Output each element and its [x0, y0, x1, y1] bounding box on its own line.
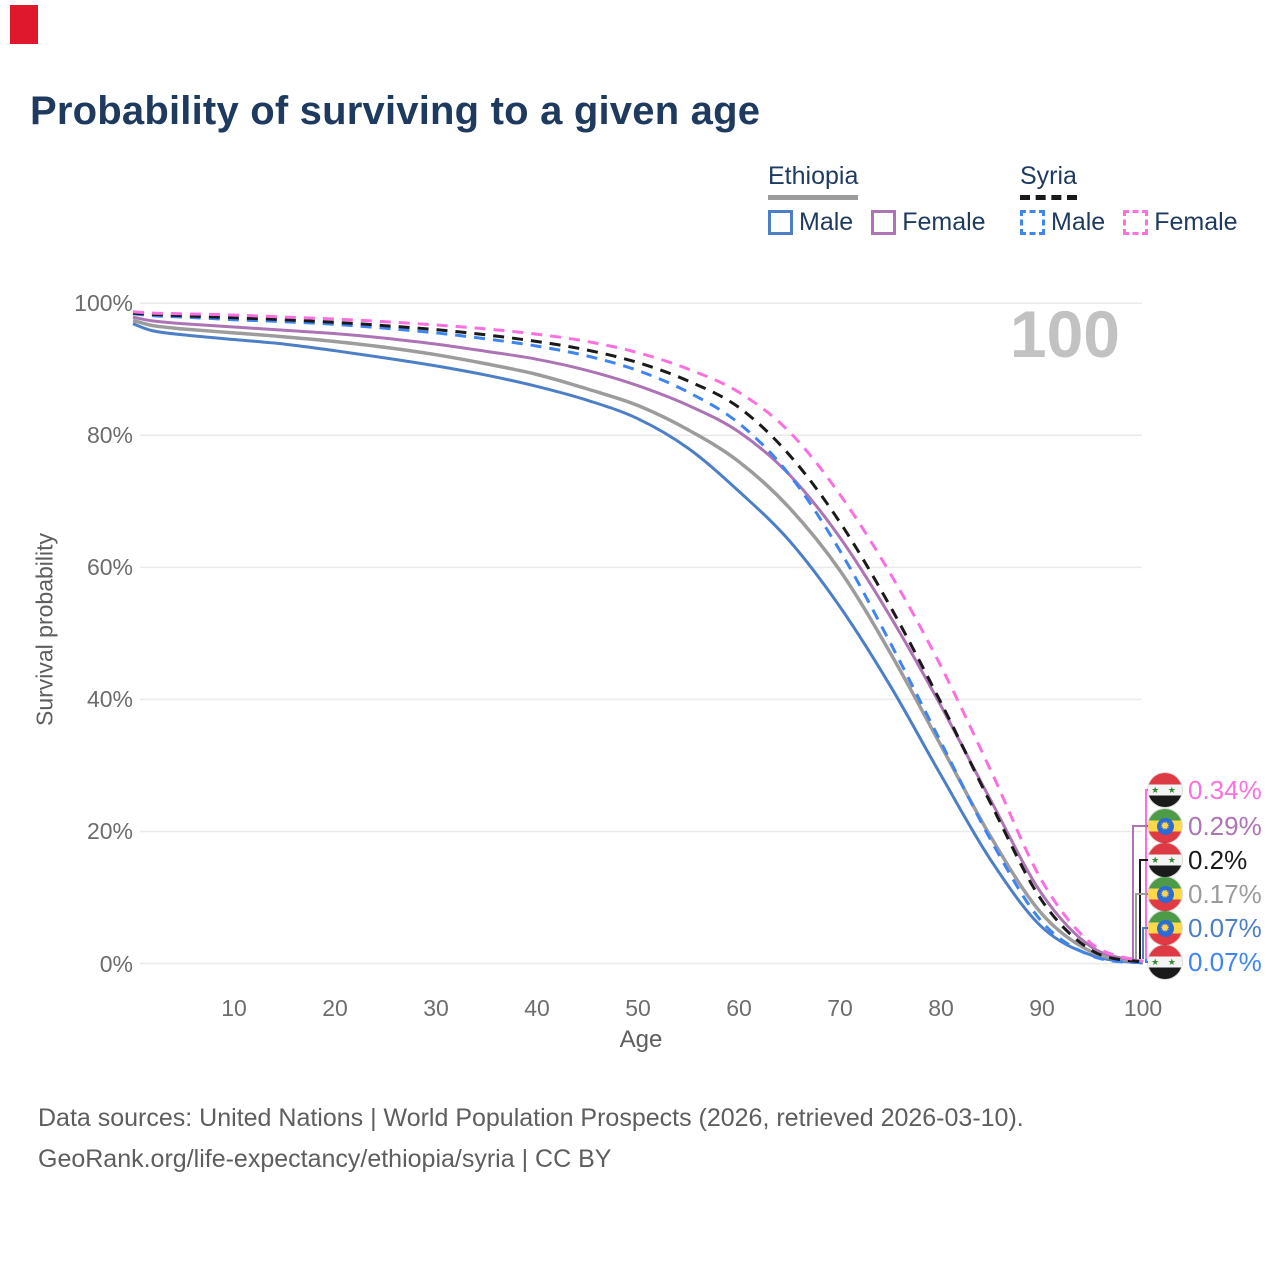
legend-item-syria-male[interactable]: Male [1020, 208, 1105, 237]
series-line-syria-male [132, 312, 1144, 965]
x-tick-label-60: 60 [726, 995, 752, 1021]
flag-icon-syria: ★ ★ [1148, 773, 1182, 807]
flag-icon-ethiopia: ✹ [1148, 809, 1182, 843]
series-line-ethiopia-male [132, 322, 1144, 965]
legend-country-label-syria[interactable]: Syria [1020, 162, 1077, 200]
x-axis-title: Age [619, 1026, 663, 1053]
end-label-value-2: 0.2% [1188, 845, 1248, 875]
legend-item-label: Male [1051, 208, 1106, 236]
legend-item-label: Male [799, 208, 854, 236]
series-line-ethiopia-both-sexes [132, 318, 1144, 965]
y-tick-label-40: 40% [86, 686, 133, 713]
license-line: GeoRank.org/life-expectancy/ethiopia/syr… [38, 1145, 612, 1173]
x-tick-label-30: 30 [423, 995, 449, 1021]
y-axis-title: Survival probability [31, 532, 58, 727]
legend-items: Male Female [768, 208, 986, 237]
ethiopia-star-emblem: ✹ [1156, 817, 1174, 835]
legend-items: Male Female [1020, 208, 1238, 237]
syria-stars: ★ ★ [1151, 855, 1179, 865]
x-tick-label-20: 20 [322, 995, 348, 1021]
legend-group-syria: Syria Male Female [1020, 162, 1238, 236]
x-tick-label-70: 70 [827, 995, 853, 1021]
end-label-value-4: 0.07% [1188, 913, 1262, 943]
ethiopia-star-emblem: ✹ [1156, 919, 1174, 937]
end-label-value-1: 0.29% [1188, 811, 1262, 841]
source-attribution: Data sources: United Nations | World Pop… [38, 1098, 1024, 1180]
y-tick-label-80: 80% [86, 422, 133, 449]
series-line-ethiopia-female [132, 315, 1144, 964]
age-counter-watermark: 100 [1009, 297, 1120, 371]
end-label-connector-3 [1135, 893, 1152, 959]
legend-item-ethiopia-male[interactable]: Male [768, 208, 853, 237]
legend-item-syria-female[interactable]: Female [1123, 208, 1238, 237]
y-tick-label-60: 60% [86, 554, 133, 581]
page-title: Probability of surviving to a given age [30, 89, 761, 133]
syria-stars: ★ ★ [1151, 785, 1179, 795]
x-tick-label-10: 10 [221, 995, 247, 1021]
flag-icon-syria: ★ ★ [1148, 843, 1182, 877]
y-tick-label-20: 20% [86, 818, 133, 845]
end-label-connector-1 [1132, 825, 1152, 959]
x-tick-label-40: 40 [524, 995, 550, 1021]
data-source-line: Data sources: United Nations | World Pop… [38, 1104, 1024, 1132]
legend-swatch [871, 210, 897, 235]
flag-icon-syria: ★ ★ [1148, 945, 1182, 979]
x-tick-label-100: 100 [1123, 995, 1163, 1021]
x-tick-label-50: 50 [625, 995, 651, 1021]
end-label-value-3: 0.17% [1188, 879, 1262, 909]
y-tick-label-0: 0% [99, 950, 133, 977]
x-tick-label-90: 90 [1029, 995, 1055, 1021]
series-line-syria-both-sexes [132, 311, 1144, 964]
legend-item-label: Female [1154, 208, 1238, 236]
end-label-value-5: 0.07% [1188, 947, 1262, 977]
syria-stars: ★ ★ [1151, 957, 1179, 967]
ethiopia-star-emblem: ✹ [1156, 885, 1174, 903]
flag-icon-ethiopia: ✹ [1148, 877, 1182, 911]
end-label-value-0: 0.34% [1188, 775, 1262, 805]
legend-country-label-ethiopia[interactable]: Ethiopia [768, 162, 859, 200]
legend-swatch [768, 210, 793, 235]
recording-indicator [10, 5, 38, 44]
legend-item-label: Female [902, 208, 986, 236]
y-tick-label-100: 100% [74, 290, 133, 317]
legend-item-ethiopia-female[interactable]: Female [871, 208, 986, 237]
legend-swatch [1020, 210, 1045, 235]
flag-icon-ethiopia: ✹ [1148, 911, 1182, 945]
series-line-syria-female [132, 310, 1144, 963]
legend-swatch [1123, 210, 1149, 235]
legend-group-ethiopia: Ethiopia Male Female [768, 162, 986, 236]
x-tick-label-80: 80 [928, 995, 954, 1021]
